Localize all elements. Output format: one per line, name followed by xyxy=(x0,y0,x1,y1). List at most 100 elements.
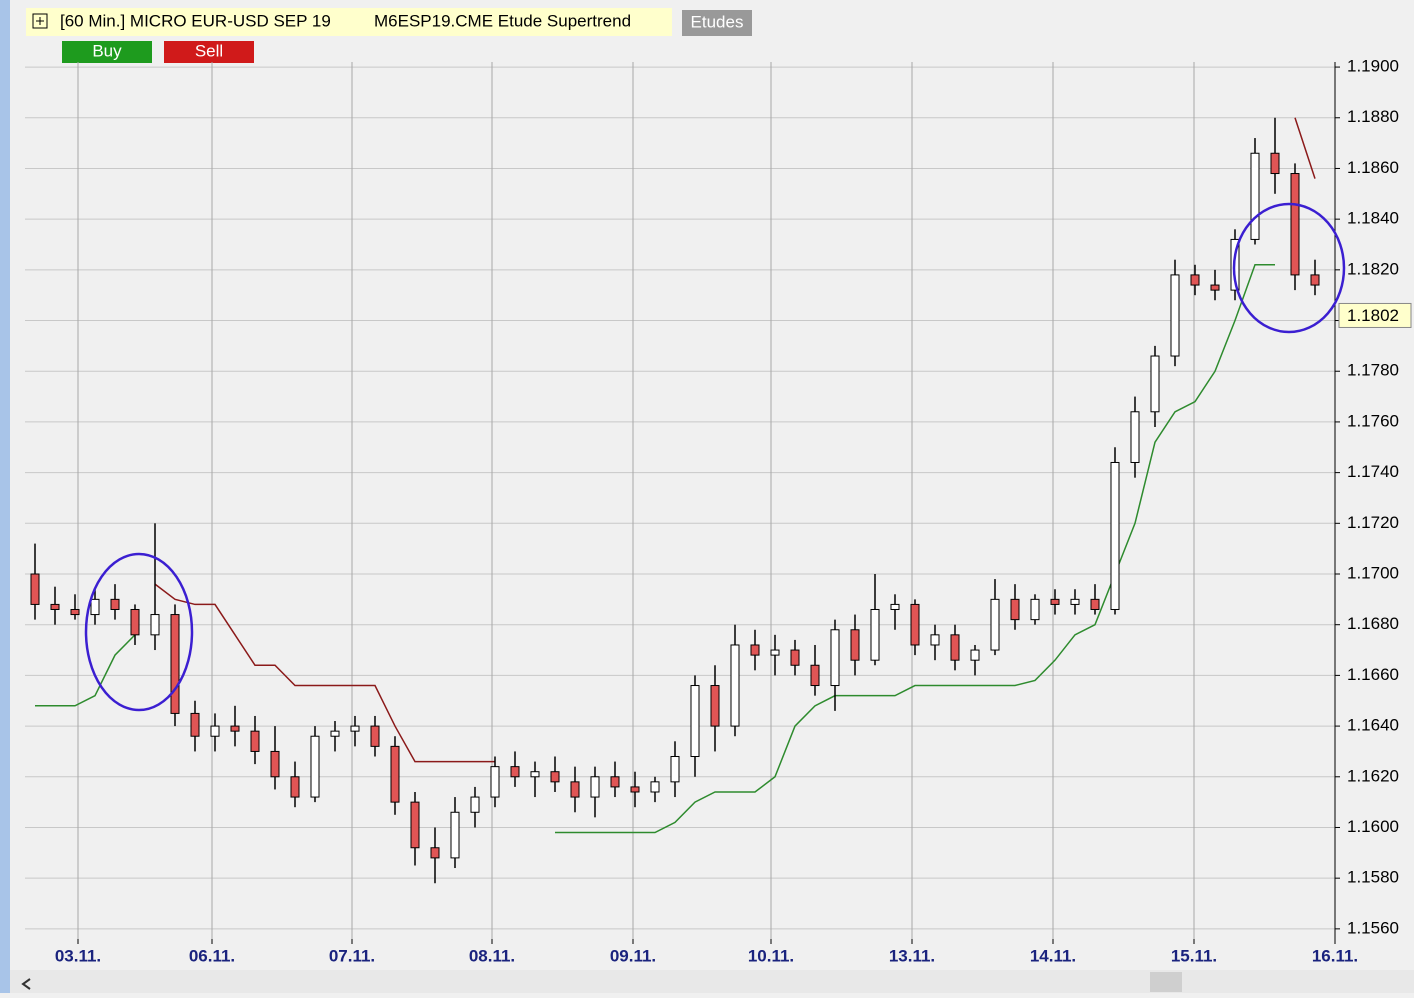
candle-body xyxy=(1190,274,1200,286)
y-tick-label: 1.1580 xyxy=(1347,868,1399,887)
x-tick-label: 15.11. xyxy=(1171,946,1217,965)
candle-body xyxy=(610,776,620,788)
candle-body xyxy=(630,786,640,793)
x-tick-label: 10.11. xyxy=(748,946,794,965)
x-tick-label: 03.11. xyxy=(55,946,101,965)
candle-body xyxy=(150,614,160,636)
candle-body xyxy=(710,685,720,727)
candle-body xyxy=(1170,274,1180,357)
candle-body xyxy=(570,781,580,798)
candle-body xyxy=(890,603,900,610)
candle-body xyxy=(290,776,300,798)
candle-body xyxy=(830,629,840,687)
y-tick-label: 1.1640 xyxy=(1347,716,1399,735)
y-tick-label: 1.1840 xyxy=(1347,209,1399,228)
header-bar xyxy=(26,8,672,36)
candle-body xyxy=(210,725,220,737)
candle-body xyxy=(970,649,980,661)
candle-body xyxy=(170,614,180,714)
candle-body xyxy=(990,598,1000,651)
candle-body xyxy=(850,629,860,661)
scroll-thumb[interactable] xyxy=(1150,972,1182,992)
y-tick-label: 1.1600 xyxy=(1347,817,1399,836)
x-tick-label: 08.11. xyxy=(469,946,515,965)
scroll-left-arrow[interactable] xyxy=(21,978,31,990)
candle-body xyxy=(1250,152,1260,240)
candle-body xyxy=(1210,284,1220,291)
candle-body xyxy=(110,598,120,610)
candle-body xyxy=(690,685,700,758)
candle-body xyxy=(350,725,360,732)
price-marker-label: 1.1802 xyxy=(1347,306,1399,325)
price-marker xyxy=(1338,302,1412,328)
candle-body xyxy=(490,766,500,798)
candle-body xyxy=(770,649,780,656)
candle-body xyxy=(870,608,880,661)
y-tick-label: 1.1900 xyxy=(1347,57,1399,76)
candle-body xyxy=(510,766,520,778)
candle-body xyxy=(30,573,40,605)
candle-body xyxy=(50,603,60,610)
candle-body xyxy=(910,603,920,646)
candle-body xyxy=(230,725,240,732)
candle-body xyxy=(1110,461,1120,610)
expand-icon[interactable] xyxy=(32,13,48,29)
candle-body xyxy=(90,598,100,616)
buy-label: Buy xyxy=(92,41,122,60)
scrollbar[interactable] xyxy=(10,970,1414,993)
y-tick-label: 1.1860 xyxy=(1347,158,1399,177)
candle-body xyxy=(430,847,440,859)
y-tick-label: 1.1620 xyxy=(1347,766,1399,785)
x-tick-label: 14.11. xyxy=(1030,946,1076,965)
x-tick-label: 16.11. xyxy=(1312,946,1358,965)
candle-body xyxy=(750,644,760,656)
y-tick-label: 1.1720 xyxy=(1347,513,1399,532)
y-tick-label: 1.1780 xyxy=(1347,361,1399,380)
candle-body xyxy=(1130,411,1140,463)
candle-body xyxy=(1010,598,1020,621)
x-tick-label: 13.11. xyxy=(889,946,935,965)
candle-body xyxy=(550,771,560,783)
candle-body xyxy=(330,730,340,737)
candle-body xyxy=(250,730,260,752)
candle-body xyxy=(1050,598,1060,605)
candle-body xyxy=(1290,173,1300,276)
candle-body xyxy=(1030,598,1040,621)
sell-button[interactable] xyxy=(164,41,254,63)
y-tick-label: 1.1880 xyxy=(1347,107,1399,126)
candle-body xyxy=(190,712,200,737)
candle-body xyxy=(130,608,140,636)
candle-body xyxy=(390,745,400,803)
candle-body xyxy=(670,756,680,783)
study-name: M6ESP19.CME Etude Supertrend xyxy=(374,11,631,30)
candle-body xyxy=(730,644,740,727)
candle-body xyxy=(470,796,480,813)
studies-button[interactable] xyxy=(682,10,752,36)
y-tick-label: 1.1740 xyxy=(1347,462,1399,481)
y-tick-label: 1.1680 xyxy=(1347,614,1399,633)
candle-body xyxy=(650,781,660,793)
y-tick-label: 1.1760 xyxy=(1347,411,1399,430)
candle-body xyxy=(1270,152,1280,175)
candle-body xyxy=(810,664,820,687)
candle-body xyxy=(270,750,280,778)
y-tick-label: 1.1820 xyxy=(1347,259,1399,278)
candle-body xyxy=(1150,355,1160,413)
y-tick-label: 1.1560 xyxy=(1347,918,1399,937)
x-tick-label: 09.11. xyxy=(610,946,656,965)
candle-body xyxy=(1070,598,1080,605)
candle-body xyxy=(370,725,380,747)
sell-label: Sell xyxy=(195,41,223,60)
candle-body xyxy=(950,634,960,661)
left-border xyxy=(0,0,10,993)
expand-icon-plus xyxy=(36,17,44,25)
candle-body xyxy=(790,649,800,666)
buy-button[interactable] xyxy=(62,41,152,63)
candle-body xyxy=(930,634,940,646)
candle-body xyxy=(410,801,420,849)
candle-body xyxy=(450,811,460,859)
y-tick-label: 1.1700 xyxy=(1347,563,1399,582)
highlight-circle xyxy=(84,552,194,712)
chart-title: [60 Min.] MICRO EUR-USD SEP 19 xyxy=(60,11,331,30)
